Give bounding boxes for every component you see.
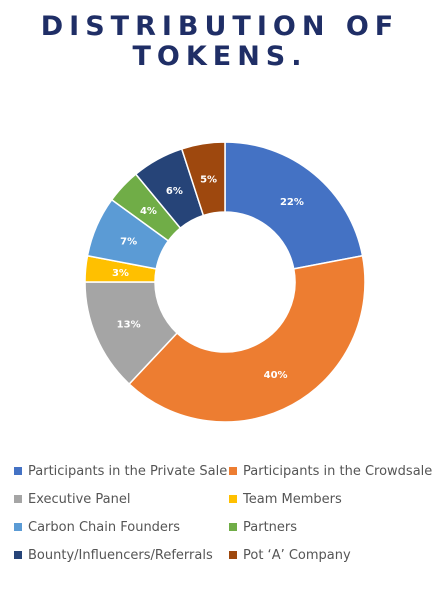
legend-label-4: Carbon Chain Founders — [28, 519, 181, 535]
legend-swatch-5 — [229, 523, 237, 531]
legend-swatch-1 — [229, 467, 237, 475]
legend-label-3: Team Members — [243, 491, 342, 507]
legend-swatch-4 — [14, 523, 22, 531]
chart-title-line-1: DISTRIBUTION OF — [40, 11, 400, 42]
donut-data-label-1: 40% — [264, 370, 288, 381]
legend-label-1: Participants in the Crowdsale — [243, 463, 433, 479]
donut-slice-0 — [224, 141, 364, 270]
donut-data-labels: 22% 40% 13% 3% 7% 4% 6% 5% — [112, 174, 304, 381]
legend-label-2: Executive Panel — [28, 491, 131, 507]
legend-swatch-6 — [14, 551, 22, 559]
legend-item-1: Participants in the Crowdsale — [229, 462, 434, 480]
donut-slice-1 — [128, 254, 366, 423]
legend-item-3: Team Members — [229, 490, 434, 508]
chart-title-line-2: TOKENS. — [132, 41, 308, 72]
legend-label-6: Bounty/Influencers/Referrals — [28, 547, 213, 563]
donut-data-label-4: 7% — [120, 236, 137, 247]
chart-legend: Participants in the Private Sale Particip… — [14, 462, 440, 564]
legend-item-5: Partners — [229, 518, 434, 536]
legend-swatch-7 — [229, 551, 237, 559]
donut-chart: 22% 40% 13% 3% 7% 4% 6% 5% — [84, 141, 366, 423]
donut-data-label-6: 6% — [166, 186, 183, 197]
legend-item-6: Bounty/Influencers/Referrals — [14, 546, 229, 564]
donut-data-label-0: 22% — [280, 197, 304, 208]
legend-swatch-3 — [229, 495, 237, 503]
legend-item-0: Participants in the Private Sale — [14, 462, 229, 480]
donut-slices — [84, 141, 366, 423]
donut-data-label-5: 4% — [140, 206, 157, 217]
legend-label-0: Participants in the Private Sale — [28, 463, 228, 479]
legend-swatch-0 — [14, 467, 22, 475]
donut-data-label-2: 13% — [117, 320, 141, 331]
donut-data-label-3: 3% — [112, 268, 129, 279]
donut-slice-7 — [180, 141, 226, 217]
legend-label-5: Partners — [243, 519, 298, 535]
legend-item-2: Executive Panel — [14, 490, 229, 508]
donut-data-label-7: 5% — [200, 174, 217, 185]
legend-label-7: Pot ‘A’ Company — [243, 547, 351, 563]
legend-item-7: Pot ‘A’ Company — [229, 546, 434, 564]
chart-title: DISTRIBUTION OF TOKENS. — [0, 12, 440, 72]
legend-item-4: Carbon Chain Founders — [14, 518, 229, 536]
legend-swatch-2 — [14, 495, 22, 503]
